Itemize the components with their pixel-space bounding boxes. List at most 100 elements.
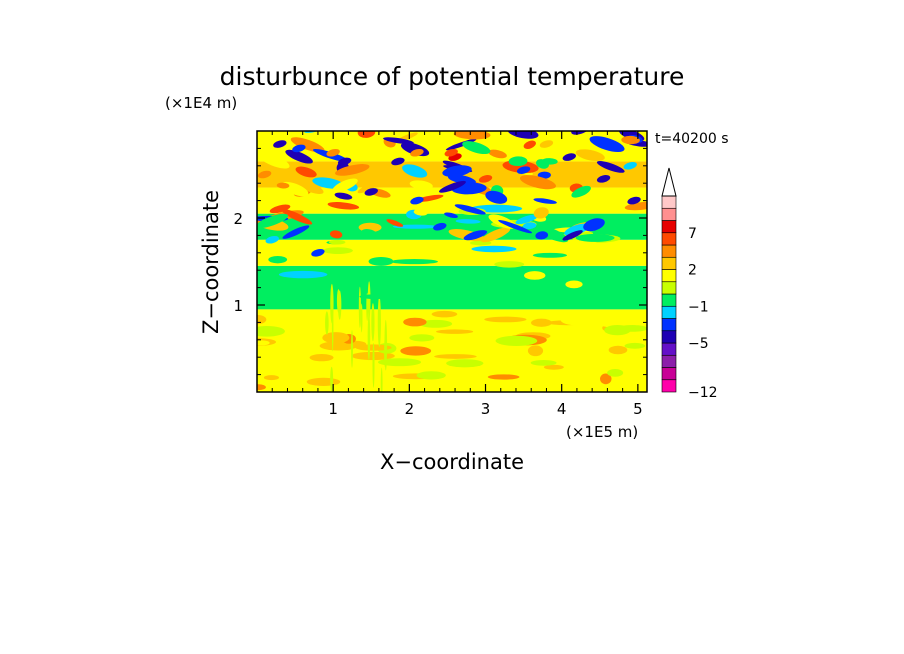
mid-patch [591,244,618,254]
upper-wave [596,161,625,173]
upper-wave [334,192,353,200]
mid-patch [278,270,328,279]
x-tick-label-1: 2 [405,400,415,418]
mid-patch [359,294,392,300]
upper-wave [444,212,458,218]
low-patch [403,317,427,327]
upper-wave [454,204,486,215]
feature-19 [627,196,641,205]
upper-wave [455,219,481,224]
low-patch [560,314,596,326]
x-tick-label-0: 1 [328,400,338,418]
x-tick-label-4: 5 [633,400,643,418]
upper-wave [383,137,414,145]
y-axis-ticks: 12 [233,147,647,376]
low-patch [431,310,458,318]
colorbar-cell-4 [661,330,677,344]
low-patch [301,331,315,343]
low-patch [446,359,484,368]
colorbar-cell-1 [661,367,677,381]
mid-patch [265,281,282,289]
upper-wave [508,156,528,167]
low-patch [495,335,538,346]
colorbar-cell-14 [661,207,677,221]
feature-10 [562,153,576,161]
upper-wave [522,222,537,230]
upper-wave [463,230,488,241]
upper-wave [329,230,343,239]
heatmap-field [257,131,647,392]
feature-20 [265,235,279,244]
low-patch [257,326,285,337]
mid-patch [532,252,568,258]
colorbar-cell-2 [661,354,677,368]
low-patch [309,354,334,362]
feature-0 [273,140,287,148]
vertical-streak [358,286,361,328]
mid-patch [464,279,504,287]
y-axis-multiplier: (×1E4 m) [165,94,237,112]
mid-patch [328,239,346,245]
colorbar-label-0: −12 [688,385,718,401]
upper-wave [295,166,317,178]
upper-wave [589,136,625,153]
low-patch [487,374,520,380]
chart-title: disturbunce of potential temperature [220,62,685,91]
feature-8 [410,148,424,157]
low-patch [616,325,647,332]
colorbar-cell-0 [661,379,677,393]
upper-wave [269,204,291,214]
low-patch [418,319,453,328]
feature-11 [596,175,611,183]
mid-patch [575,233,615,242]
upper-wave [485,190,508,204]
vertical-streak [372,342,375,388]
colorbar-cell-6 [661,305,677,319]
colorbar-label-4: 7 [688,226,697,242]
low-patch [322,332,350,344]
vertical-streak [367,312,371,361]
upper-wave [276,182,290,189]
x-axis-label: X−coordinate [380,450,524,474]
upper-wave [361,229,376,236]
plot-frame [256,130,648,393]
upper-wave [332,178,358,193]
vertical-streak [331,305,334,352]
feature-4 [391,157,405,166]
low-patch [607,368,624,377]
mid-patch [458,292,492,298]
upper-wave [442,165,472,177]
upper-wave [488,149,507,159]
colorbar-extend-arrow [661,167,677,197]
upper-wave [402,164,428,178]
y-tick-label-0: 1 [233,297,243,315]
low-patch [624,342,646,349]
mid-patch [599,252,632,262]
upper-wave [293,178,324,194]
mid-patch [524,271,546,280]
upper-wave [621,135,640,145]
low-patch [527,345,544,357]
upper-wave [562,230,583,241]
colorbar-cell-7 [661,293,677,307]
colorbar: −12−5−127 [661,167,718,401]
vertical-streak [336,289,341,313]
y-tick-label-1: 2 [233,210,243,228]
low-patch [441,332,467,342]
time-label: t=40200 s [655,131,729,147]
upper-wave [523,140,536,149]
low-patch [409,334,435,342]
x-tick-label-2: 3 [481,400,491,418]
low-patch [436,329,474,334]
feature-9 [516,166,531,174]
feature-2 [337,157,352,166]
upper-wave [519,175,556,190]
vertical-streak [366,292,369,322]
upper-wave [535,231,549,240]
upper-wave [462,141,491,155]
low-patch [434,354,477,359]
vertical-streak [377,296,381,347]
colorbar-label-3: 2 [688,263,697,279]
mid-patch [290,299,319,306]
